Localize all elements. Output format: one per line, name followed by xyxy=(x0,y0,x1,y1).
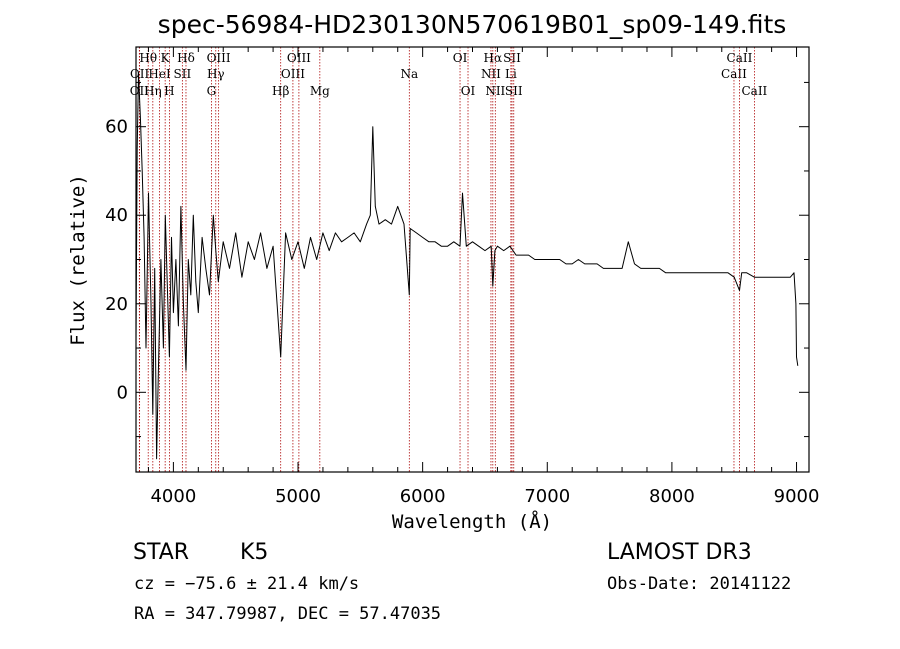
plot-frame xyxy=(135,46,810,473)
marker-label-htheta: Hθ xyxy=(139,51,157,65)
marker-label-g: G xyxy=(207,84,217,98)
marker-label-oiii-4363: OIII xyxy=(207,51,231,65)
subclass: K5 xyxy=(240,540,269,565)
marker-label-oi-6300: OI xyxy=(453,51,468,65)
marker-label-heta: Hη xyxy=(144,84,162,98)
marker-label-k: K xyxy=(161,51,171,65)
marker-label-oi-6364: OI xyxy=(461,84,476,98)
y-axis-label: Flux (relative) xyxy=(67,174,89,346)
marker-label-h: H xyxy=(164,84,174,98)
marker-label-nii-6583: NII xyxy=(485,84,505,98)
y-tick-label: 20 xyxy=(105,294,128,315)
ra-dec: RA = 347.79987, DEC = 57.47035 xyxy=(134,604,442,624)
redshift-velocity: cz = −75.6 ± 21.4 km/s xyxy=(134,574,360,594)
x-tick-label: 4000 xyxy=(150,486,196,507)
marker-label-li: Li xyxy=(505,67,517,81)
marker-label-sii-6717: SII xyxy=(503,51,521,65)
marker-label-caii-8498: CaII xyxy=(721,67,747,81)
marker-label-oii-b: OII xyxy=(130,67,150,81)
marker-label-na: Na xyxy=(400,67,418,81)
line-markers: OIIOIIHθHηHeIKHSIIHδGHγOIIIHβOIIIOIIIMgN… xyxy=(130,47,768,472)
marker-label-caii-8542: CaII xyxy=(727,51,753,65)
obs-date: Obs-Date: 20141122 xyxy=(607,574,792,594)
marker-label-sii-6731: SII xyxy=(505,84,523,98)
y-tick-label: 60 xyxy=(105,117,128,138)
marker-label-caii-8662: CaII xyxy=(741,84,767,98)
y-tick-label: 0 xyxy=(117,382,128,403)
marker-label-mg: Mg xyxy=(310,84,330,98)
spectrum-line xyxy=(135,73,799,460)
marker-label-halpha: Hα xyxy=(484,51,503,65)
spectrum-series xyxy=(135,73,799,460)
axis-ticks: 4000 5000 6000 7000 8000 9000 0 20 40 60 xyxy=(105,47,819,507)
x-tick-label: 7000 xyxy=(524,486,570,507)
spectrum-chart: spec-56984-HD230130N570619B01_sp09-149.f… xyxy=(67,10,819,533)
x-tick-label: 6000 xyxy=(400,486,446,507)
marker-label-oiii-4959: OIII xyxy=(281,67,305,81)
object-class: STAR xyxy=(133,540,190,565)
marker-label-hbeta: Hβ xyxy=(272,84,289,98)
x-axis-label: Wavelength (Å) xyxy=(392,510,552,533)
x-tick-label: 9000 xyxy=(774,486,820,507)
marker-label-hei: HeI xyxy=(148,67,171,81)
x-tick-label: 5000 xyxy=(275,486,321,507)
marker-label-oiii-5007: OIII xyxy=(287,51,311,65)
marker-label-hgamma: Hγ xyxy=(207,67,225,81)
marker-label-hdelta: Hδ xyxy=(177,51,195,65)
y-tick-label: 40 xyxy=(105,205,128,226)
survey-name: LAMOST DR3 xyxy=(607,540,752,565)
marker-label-nii-6548: NII xyxy=(481,67,501,81)
x-tick-label: 8000 xyxy=(649,486,695,507)
chart-title: spec-56984-HD230130N570619B01_sp09-149.f… xyxy=(158,10,787,39)
marker-label-sii-blue: SII xyxy=(174,67,192,81)
